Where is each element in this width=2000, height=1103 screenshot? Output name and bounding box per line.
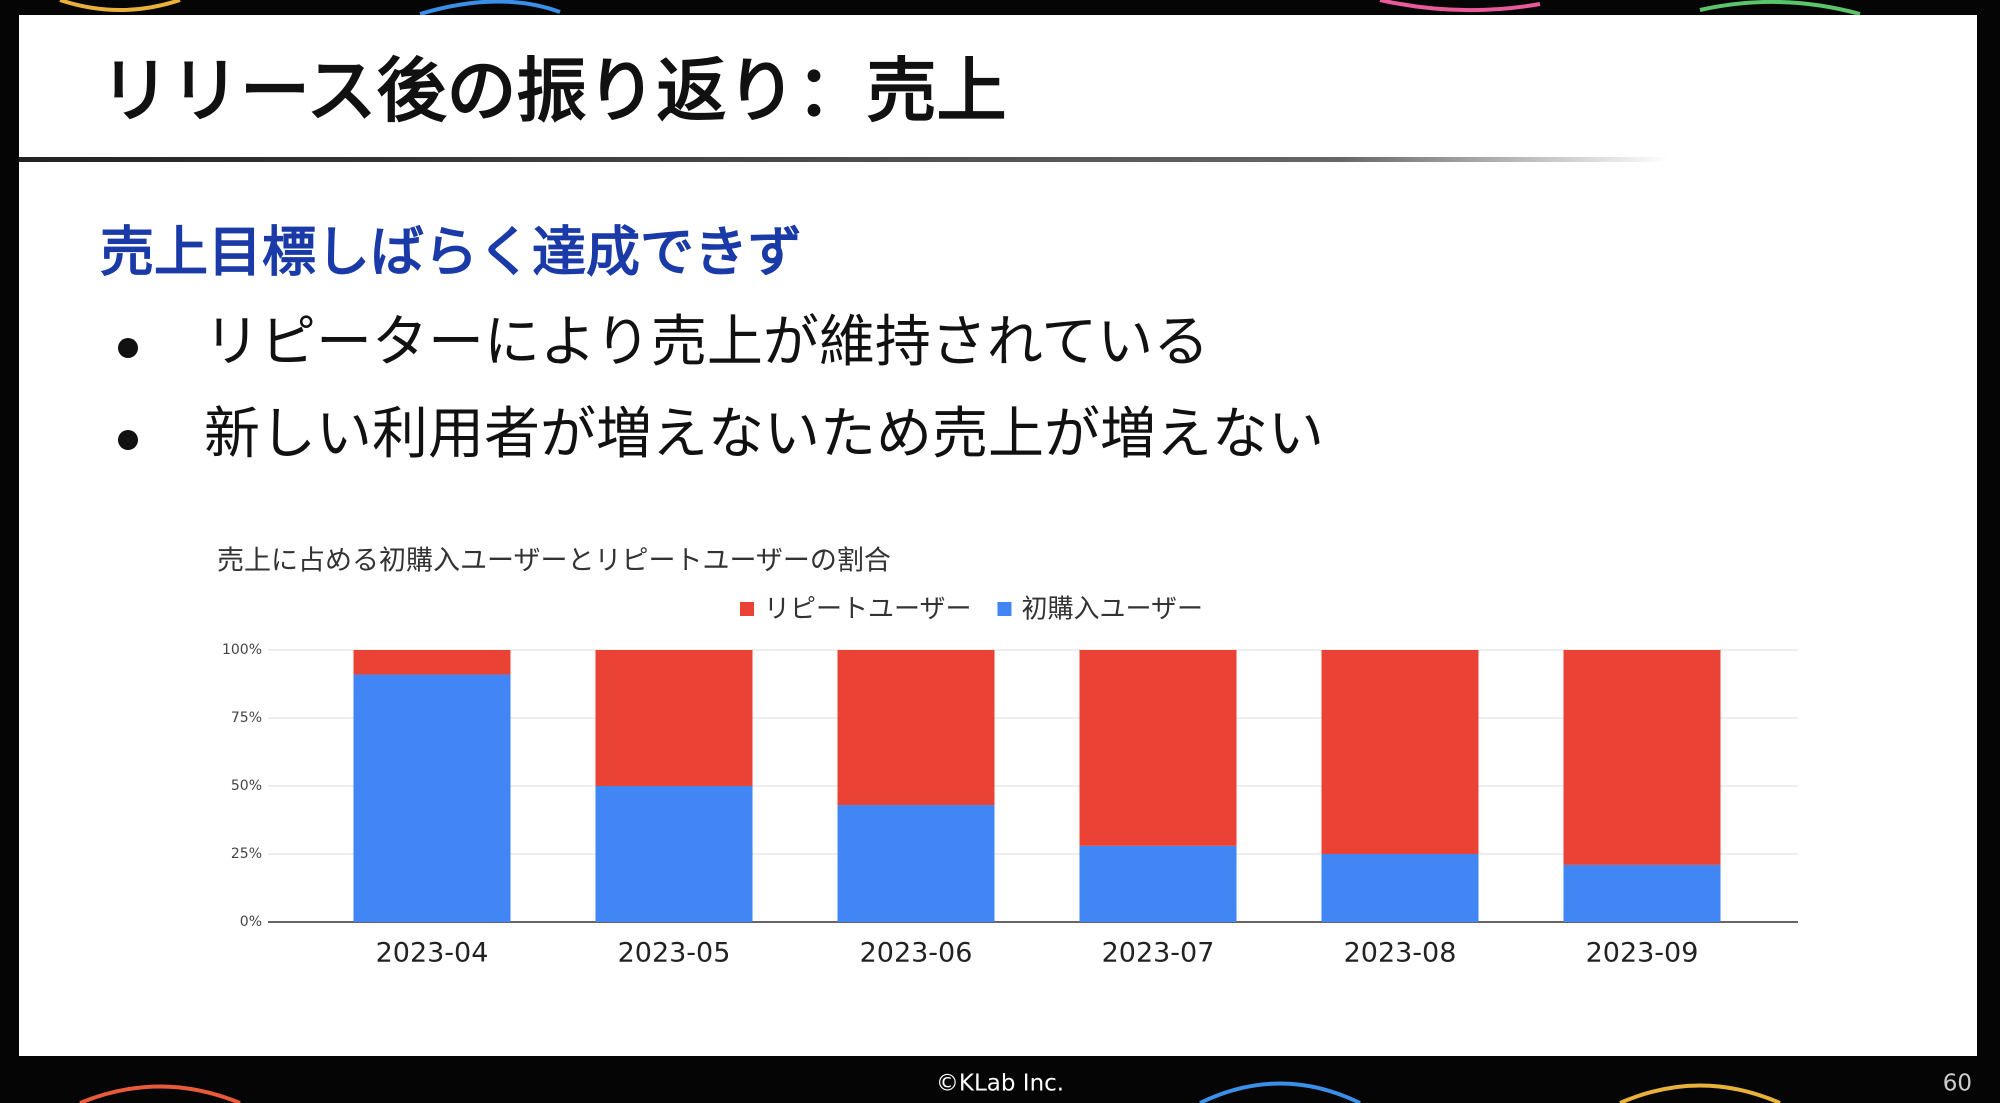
x-tick-label: 2023-07 [1102, 938, 1215, 969]
heading: 売上目標しばらく達成できず [100, 221, 802, 284]
bullet-dot [118, 338, 138, 358]
bar-segment [353, 674, 511, 922]
y-tick-label: 50% [231, 778, 262, 794]
legend-swatch [997, 602, 1012, 616]
x-tick-label: 2023-08 [1344, 938, 1457, 969]
bar-segment [595, 650, 753, 786]
decoration [59, 0, 1861, 1103]
legend-label: 初購入ユーザー [1021, 595, 1202, 625]
x-tick-label: 2023-04 [376, 938, 489, 969]
y-tick-label: 25% [231, 846, 262, 862]
x-tick-label: 2023-05 [618, 938, 731, 969]
page-number: 60 [1943, 1071, 1972, 1097]
bar-segment [1079, 650, 1237, 846]
y-tick-label: 0% [240, 914, 262, 930]
footer: ©KLab Inc. [936, 1071, 1064, 1097]
bar-segment [1321, 650, 1479, 854]
chart-title: 売上に占める初購入ユーザーとリピートユーザーの割合 [217, 546, 891, 577]
title-rule [19, 157, 1669, 162]
legend: リピートユーザー 初購入ユーザー [740, 595, 1203, 625]
x-tick-label: 2023-06 [860, 938, 973, 969]
bar-segment [1079, 845, 1237, 922]
bar-segment [1563, 650, 1721, 865]
legend-label: リピートユーザー [764, 595, 971, 625]
y-tick-label: 100% [222, 642, 262, 658]
plot: 0% 25% 50% 75% 100% 2023-04 2023-05 2023-06 2023… [222, 642, 1798, 969]
slide-title: リリース後の振り返り：売上 [100, 50, 1007, 132]
bullet: リピーターにより売上が維持されている [204, 310, 1209, 375]
bar-segment [1563, 864, 1721, 922]
legend-swatch [740, 602, 754, 616]
bar-segment [595, 786, 753, 922]
bar-segment [837, 805, 995, 922]
bullet: 新しい利用者が増えないため売上が増えない [204, 402, 1324, 467]
bar-segment [837, 650, 995, 806]
bullet-dot [118, 430, 138, 450]
y-tick-label: 75% [231, 710, 262, 726]
x-tick-label: 2023-09 [1586, 938, 1699, 969]
bar-segment [353, 650, 511, 675]
bar-segment [1321, 854, 1479, 922]
